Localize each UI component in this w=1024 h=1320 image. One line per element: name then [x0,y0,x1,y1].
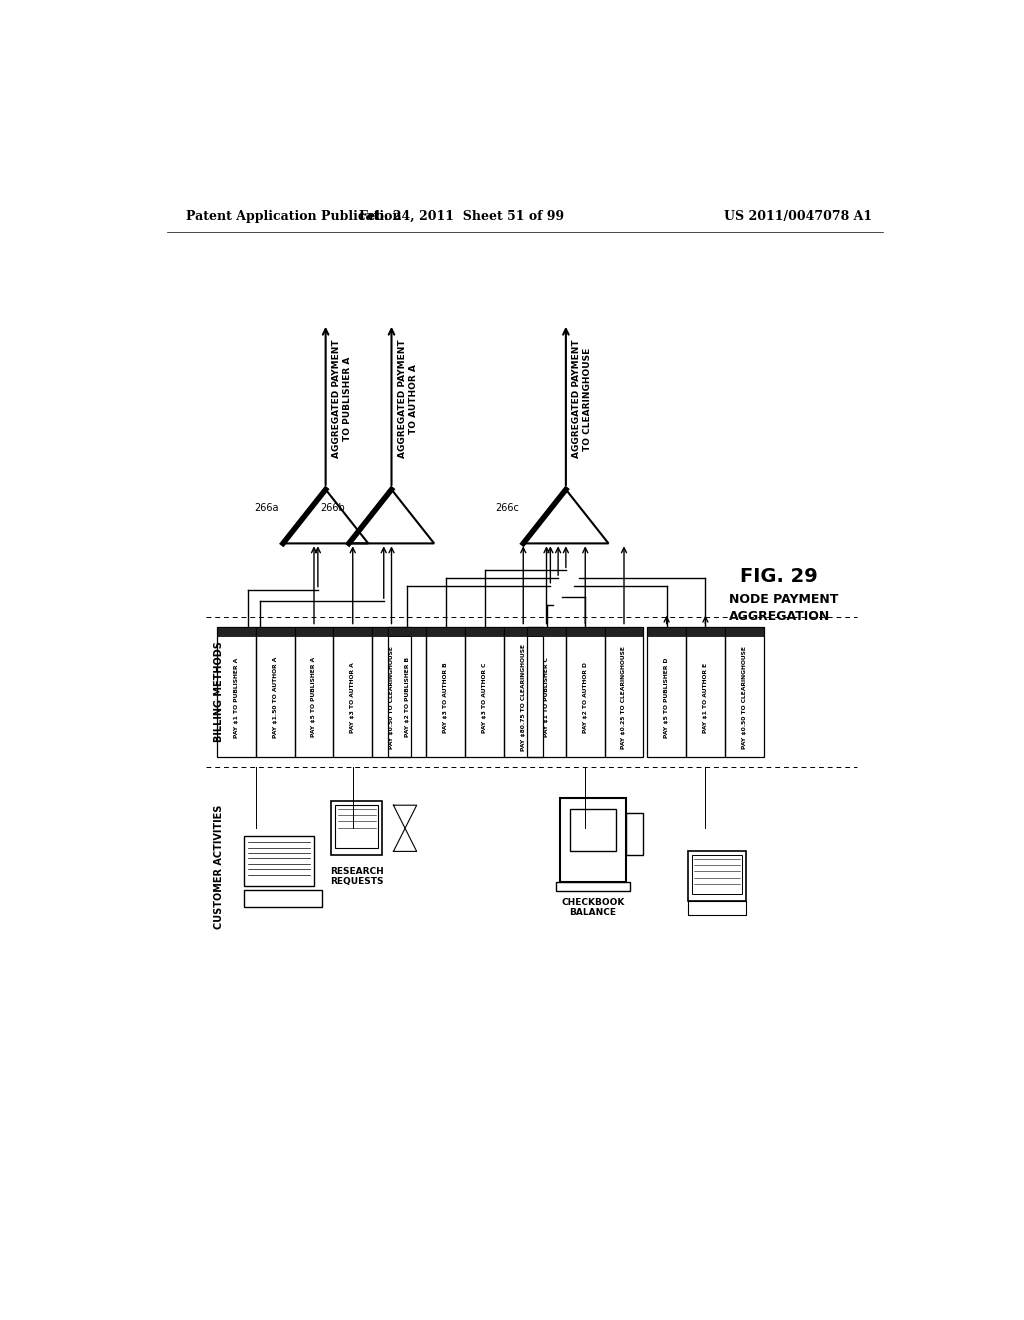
Text: PAY $0.25 TO CLEARINGHOUSE: PAY $0.25 TO CLEARINGHOUSE [622,645,627,748]
Bar [725,627,764,758]
Text: FIG. 29: FIG. 29 [740,566,818,586]
Bar [504,627,543,758]
Bar [569,809,616,851]
Bar [295,627,334,636]
Text: PAY $1 TO AUTHOR E: PAY $1 TO AUTHOR E [702,663,708,733]
Bar [647,627,686,636]
Text: PAY $5 TO PUBLISHER D: PAY $5 TO PUBLISHER D [665,657,669,738]
Text: CUSTOMER ACTIVITIES: CUSTOMER ACTIVITIES [214,805,224,929]
Bar [256,627,295,758]
Bar [604,627,643,758]
Bar [527,627,566,636]
Text: PAY $3 TO AUTHOR B: PAY $3 TO AUTHOR B [443,663,449,733]
Text: PAY $3 TO AUTHOR A: PAY $3 TO AUTHOR A [350,663,355,733]
Text: PAY $5 TO PUBLISHER A: PAY $5 TO PUBLISHER A [311,657,316,738]
Bar [217,627,256,636]
Text: PAY $2 TO PUBLISHER B: PAY $2 TO PUBLISHER B [404,657,410,738]
Bar [692,855,742,894]
Text: AGGREGATED PAYMENT
TO CLEARINGHOUSE: AGGREGATED PAYMENT TO CLEARINGHOUSE [572,339,592,458]
Bar [725,627,764,636]
Text: PAY $80.75 TO CLEARINGHOUSE: PAY $80.75 TO CLEARINGHOUSE [521,644,525,751]
Text: PAY $0.50 TO CLEARINGHOUSE: PAY $0.50 TO CLEARINGHOUSE [389,645,394,748]
Text: AGGREGATED PAYMENT
TO AUTHOR A: AGGREGATED PAYMENT TO AUTHOR A [397,339,418,458]
Bar [245,836,314,886]
Bar [527,627,566,758]
Bar [688,851,746,902]
Bar [426,627,465,636]
Bar [626,813,643,855]
Bar [647,627,686,758]
Text: US 2011/0047078 A1: US 2011/0047078 A1 [724,210,872,223]
Text: BILLING METHODS: BILLING METHODS [214,642,224,742]
Bar [217,627,256,758]
Bar [245,890,322,907]
Text: NODE PAYMENT
AGGREGATION: NODE PAYMENT AGGREGATION [729,594,838,623]
Bar [556,882,630,891]
Text: RESEARCH
REQUESTS: RESEARCH REQUESTS [330,867,384,886]
Bar [334,627,372,758]
Bar [465,627,504,636]
Bar [604,627,643,636]
Text: AGGREGATED PAYMENT
TO PUBLISHER A: AGGREGATED PAYMENT TO PUBLISHER A [332,339,352,458]
Text: 266b: 266b [321,503,345,513]
Bar [560,797,626,882]
Bar [465,627,504,758]
Text: 266a: 266a [255,503,280,513]
Bar [504,627,543,636]
Bar [388,627,426,758]
Bar [295,627,334,758]
Text: 266c: 266c [496,503,519,513]
Bar [372,627,411,758]
Text: CHECKBOOK
BALANCE: CHECKBOOK BALANCE [561,898,625,917]
Text: Patent Application Publication: Patent Application Publication [186,210,401,223]
Bar [686,627,725,758]
Text: Feb. 24, 2011  Sheet 51 of 99: Feb. 24, 2011 Sheet 51 of 99 [358,210,564,223]
Text: PAY $1 TO PUBLISHER A: PAY $1 TO PUBLISHER A [234,657,239,738]
Bar [688,902,746,915]
Bar [334,627,372,636]
Text: PAY $1.50 TO AUTHOR A: PAY $1.50 TO AUTHOR A [272,657,278,738]
Text: PAY $0.50 TO CLEARINGHOUSE: PAY $0.50 TO CLEARINGHOUSE [741,645,746,748]
Text: PAY $3 TO AUTHOR C: PAY $3 TO AUTHOR C [482,663,487,733]
Bar [426,627,465,758]
Bar [566,627,604,758]
Bar [256,627,295,636]
Bar [388,627,426,636]
Text: PAY $2 TO AUTHOR D: PAY $2 TO AUTHOR D [583,661,588,733]
Bar [372,627,411,636]
Bar [566,627,604,636]
Bar [335,805,378,847]
Bar [686,627,725,636]
Text: PAY $1 TO PUBLISHER C: PAY $1 TO PUBLISHER C [544,657,549,738]
Bar [332,801,382,855]
